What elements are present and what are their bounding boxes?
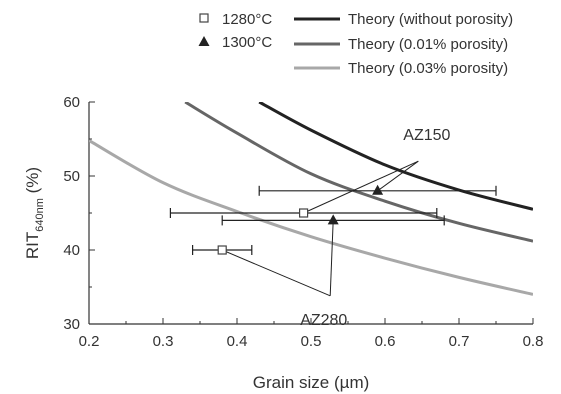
y-axis-title-unit: (%) <box>23 167 42 198</box>
data-point-1300c <box>327 214 339 225</box>
data-point-1300c <box>372 184 384 195</box>
legend-label-1280c: 1280°C <box>222 11 272 28</box>
legend-label-theory-1: Theory (0.01% porosity) <box>348 36 508 53</box>
annotation-leader-az150 <box>377 160 419 192</box>
annotation-leader-az150 <box>303 160 419 214</box>
x-tick-label: 0.3 <box>153 333 174 350</box>
theory-curve-0 <box>258 102 533 211</box>
legend-marker-1300c <box>198 36 210 46</box>
theory-curves <box>89 102 533 296</box>
legend-label-theory-2: Theory (0.03% porosity) <box>348 60 508 77</box>
y-axis-title-main: RIT <box>23 232 42 259</box>
legend: 1280°C 1300°C Theory (without porosity) The… <box>198 11 513 77</box>
y-axis-title-sub: 640nm <box>34 198 46 232</box>
x-tick-label: 0.7 <box>449 333 470 350</box>
y-tick-label: 60 <box>63 94 80 111</box>
legend-marker-1280c <box>199 13 209 23</box>
x-tick-label: 0.2 <box>79 333 100 350</box>
plot-axes: 0.2 0.3 0.4 0.5 0.6 0.7 0.8 30 40 50 60 Grain size … <box>23 94 543 392</box>
annotation-az150: AZ150 <box>403 127 450 144</box>
annotations: AZ150 AZ280 <box>222 127 451 329</box>
y-tick-label: 30 <box>63 316 80 333</box>
annotation-leader-az280 <box>222 249 331 297</box>
legend-label-1300c: 1300°C <box>222 34 272 51</box>
theory-curve-2 <box>89 139 533 296</box>
y-tick-label: 40 <box>63 242 80 259</box>
x-axis-title: Grain size (µm) <box>253 373 370 392</box>
x-tick-label: 0.5 <box>301 333 322 350</box>
x-tick-label: 0.4 <box>227 333 248 350</box>
y-tick-label: 50 <box>63 168 80 185</box>
annotation-leader-az280 <box>329 220 334 296</box>
annotation-az280: AZ280 <box>300 312 347 329</box>
x-tick-label: 0.6 <box>375 333 396 350</box>
theory-curve-1 <box>184 102 533 243</box>
y-axis-title: RIT640nm (%) <box>23 167 46 259</box>
x-tick-label: 0.8 <box>523 333 544 350</box>
legend-label-theory-0: Theory (without porosity) <box>348 11 513 28</box>
data-point-1280c <box>217 245 227 255</box>
data-point-1280c <box>299 208 309 218</box>
data-points <box>169 184 497 255</box>
